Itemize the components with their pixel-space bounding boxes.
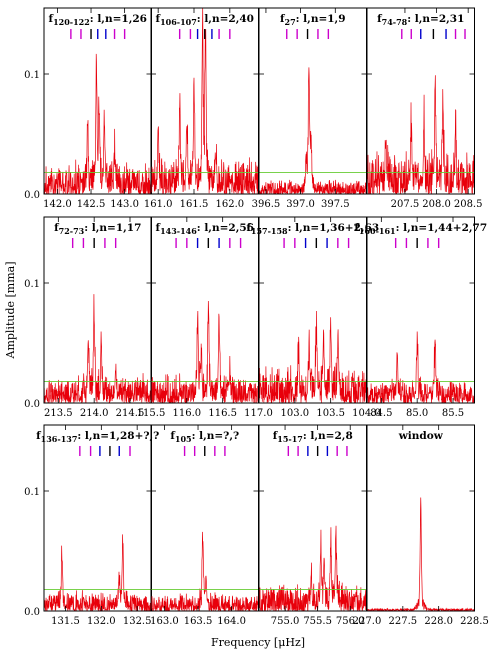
x-tick-label-1-2: 162.0: [216, 199, 245, 210]
spectrum-series-2: [259, 67, 367, 194]
x-tick-label-6-1: 103.5: [316, 408, 345, 419]
x-tick-label-11-0: 227.0: [353, 616, 382, 627]
panel-10: 755.0 755.5 756.0 f15-17: l,n=2,8: [258, 424, 367, 627]
spectrum-series-10: [259, 525, 367, 611]
panel-frame-5: [150, 216, 259, 404]
x-tick-label-5-2: 116.5: [208, 408, 237, 419]
panel-frame-3: [366, 7, 475, 195]
panel-6: 103.0 103.5 104.0 f157-158: l,n=1,36+2,63: [246, 216, 381, 419]
y-tick-label-4-1: 0.1: [24, 279, 40, 290]
x-tick-label-8-0: 131.5: [51, 616, 80, 627]
x-tick-label-9-0: 163.0: [150, 616, 179, 627]
panel-9: 163.0 163.5 164.0 f105: l,n=?,?: [150, 424, 259, 627]
x-tick-label-9-1: 163.5: [184, 616, 213, 627]
panel-title-2: f27: l,n=1,9: [280, 13, 346, 27]
x-tick-label-7-1: 85.0: [406, 408, 428, 419]
panel-frame-8: [43, 424, 152, 612]
panel-1: 161.0 161.5 162.0 f106-107: l,n=2,40: [144, 7, 259, 210]
spectrum-series-11: [367, 497, 475, 611]
panel-title-8: f136-137: l,n=1,28+?,?: [36, 430, 159, 444]
x-tick-label-11-1: 227.5: [389, 616, 418, 627]
x-tick-label-5-3: 117.0: [244, 408, 273, 419]
panel-frame-6: [258, 216, 367, 404]
panel-11: 227.0 227.5 228.0 228.5 window: [353, 424, 489, 627]
panel-7: 84.5 85.0 85.5 f160-161: l,n=1,44+2,77: [354, 216, 487, 419]
panel-title-9: f105: l,n=?,?: [170, 430, 239, 444]
panel-0: 142.0 142.5 143.0 0.0 0.1 f120-122: l,n=1,26: [24, 7, 152, 210]
panel-3: 207.5 208.0 208.5 f74-78: l,n=2,31: [366, 7, 483, 210]
x-tick-label-3-1: 208.0: [422, 199, 451, 210]
spectrum-series-7: [367, 331, 475, 403]
y-axis-label: Amplitude [mma]: [4, 261, 17, 359]
x-tick-label-7-0: 84.5: [370, 408, 392, 419]
x-tick-label-5-0: 115.5: [137, 408, 166, 419]
panel-frame-4: [43, 216, 152, 404]
x-tick-label-11-2: 228.0: [424, 616, 453, 627]
x-tick-label-2-1: 397.0: [286, 199, 315, 210]
panel-frame-11: [366, 424, 475, 612]
x-tick-label-3-0: 207.5: [391, 199, 420, 210]
panel-8: 131.5 132.0 132.5 0.0 0.1 f136-137: l,n=1,28+…: [24, 424, 159, 627]
panel-title-1: f106-107: l,n=2,40: [156, 13, 254, 27]
x-tick-label-10-1: 755.5: [303, 616, 332, 627]
x-tick-label-11-3: 228.5: [460, 616, 489, 627]
x-axis-label: Frequency [μHz]: [211, 636, 305, 649]
spectrum-series-9: [151, 531, 259, 611]
x-tick-label-8-2: 132.5: [123, 616, 152, 627]
x-tick-label-0-1: 142.5: [77, 199, 106, 210]
x-tick-label-0-2: 143.0: [110, 199, 139, 210]
spectrum-series-5: [151, 301, 259, 403]
x-tick-label-4-0: 213.5: [44, 408, 73, 419]
x-tick-label-7-2: 85.5: [442, 408, 464, 419]
x-tick-label-2-2: 397.5: [321, 199, 350, 210]
panel-4: 213.5 214.0 214.5 0.0 0.1 f72-73: l,n=1,17: [24, 216, 152, 419]
panel-title-7: f160-161: l,n=1,44+2,77: [354, 222, 487, 236]
y-tick-label-8-0: 0.0: [24, 607, 40, 618]
spectrum-series-6: [259, 311, 367, 403]
x-tick-label-1-1: 161.5: [180, 199, 209, 210]
panel-title-4: f72-73: l,n=1,17: [54, 222, 141, 236]
spectrum-series-8: [44, 534, 152, 611]
x-tick-label-10-2: 756.0: [336, 616, 365, 627]
panel-5: 115.5 116.0 116.5 117.0 f143-146: l,n=2,56: [137, 216, 273, 419]
panel-title-3: f74-78: l,n=2,31: [377, 13, 464, 27]
x-tick-label-0-0: 142.0: [43, 199, 72, 210]
x-tick-label-1-0: 161.0: [144, 199, 173, 210]
y-tick-label-0-0: 0.0: [24, 190, 40, 201]
spectrum-series-1: [151, 8, 259, 194]
x-tick-label-5-1: 116.0: [173, 408, 202, 419]
y-tick-label-0-1: 0.1: [24, 70, 40, 81]
spectrum-series-4: [44, 294, 152, 403]
x-tick-label-9-2: 164.0: [217, 616, 246, 627]
x-tick-label-6-0: 103.0: [281, 408, 310, 419]
panel-2: 396.5 397.0 397.5 f27: l,n=1,9: [252, 7, 367, 210]
x-tick-label-2-0: 396.5: [252, 199, 281, 210]
y-tick-label-4-0: 0.0: [24, 399, 40, 410]
panel-title-10: f15-17: l,n=2,8: [273, 430, 353, 444]
spectrum-series-0: [44, 53, 152, 194]
y-tick-label-8-1: 0.1: [24, 487, 40, 498]
x-tick-label-8-1: 132.0: [87, 616, 116, 627]
panel-title-6: f157-158: l,n=1,36+2,63: [246, 222, 379, 236]
panel-title-5: f143-146: l,n=2,56: [156, 222, 254, 236]
x-tick-label-4-1: 214.0: [80, 408, 109, 419]
spectrum-series-3: [367, 75, 475, 194]
panel-frame-2: [258, 7, 367, 195]
x-tick-label-3-2: 208.5: [454, 199, 483, 210]
x-tick-label-10-0: 755.0: [271, 616, 300, 627]
panel-title-0: f120-122: l,n=1,26: [49, 13, 147, 27]
x-tick-label-4-2: 214.5: [116, 408, 145, 419]
panel-frame-7: [366, 216, 475, 404]
x-tick-label-6-2: 104.0: [352, 408, 381, 419]
panel-frame-10: [258, 424, 367, 612]
panel-title-11: window: [398, 430, 444, 442]
